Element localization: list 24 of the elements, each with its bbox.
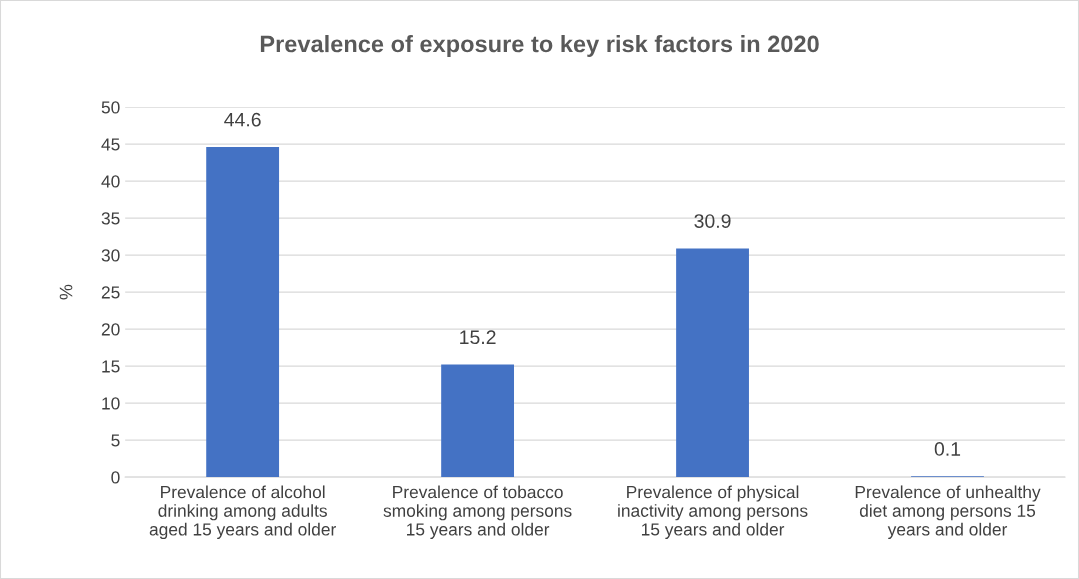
x-tick-label: Prevalence of physical inactivity among persons 15 years and older <box>618 485 808 540</box>
y-tick-label: 15 <box>102 360 120 373</box>
y-tick-label: 50 <box>101 101 120 114</box>
y-tick-label: 45 <box>101 138 120 151</box>
data-label: 15.2 <box>460 330 496 345</box>
y-tick-label: 5 <box>111 434 120 447</box>
bar <box>441 364 515 478</box>
data-label: 30.9 <box>694 214 731 228</box>
chart-title: Prevalence of exposure to key risk factors in 2020 <box>260 35 819 58</box>
x-tick-label: Prevalence of unhealthy diet among persons 15 years and older <box>855 485 1041 540</box>
data-label: 44.6 <box>224 112 261 127</box>
y-tick-label: 10 <box>102 397 120 410</box>
bar <box>206 147 280 478</box>
y-tick-label: 20 <box>101 323 120 336</box>
x-tick-label: Prevalence of alcohol drinking among adults aged 15 years and older <box>149 485 336 540</box>
y-axis-title: % <box>59 284 73 300</box>
y-tick-label: 30 <box>101 249 120 262</box>
bar <box>676 248 749 478</box>
y-tick-label: 0 <box>111 471 120 484</box>
y-tick-label: 35 <box>101 212 120 225</box>
y-tick-label: 25 <box>101 286 120 299</box>
y-tick-label: 40 <box>101 175 120 188</box>
data-label: 0.1 <box>934 442 961 456</box>
x-tick-label: Prevalence of tobacco smoking among persons 15 years and older <box>383 485 572 540</box>
